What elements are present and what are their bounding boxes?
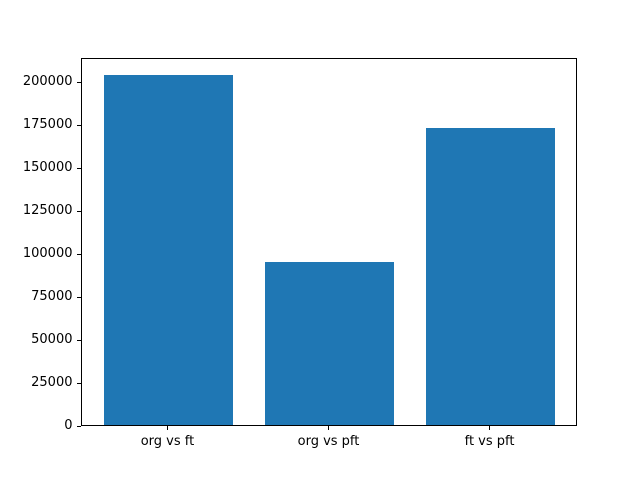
y-axis-tick-mark — [76, 81, 81, 83]
y-axis-tick-mark — [76, 167, 81, 169]
y-axis-tick-label: 175000 — [22, 117, 73, 133]
x-axis-tick-mark — [166, 426, 168, 430]
x-axis-tick-label: org vs pft — [297, 434, 360, 449]
plot-area — [80, 58, 577, 426]
y-axis-tick-label: 75000 — [31, 289, 73, 305]
y-axis-tick-label: 50000 — [31, 332, 73, 348]
x-axis-tick-label: ft vs pft — [464, 434, 515, 449]
y-axis-tick-mark — [76, 296, 81, 298]
y-axis-tick-label: 0 — [64, 418, 73, 433]
y-axis-tick-mark — [76, 382, 81, 384]
y-axis-tick-label: 200000 — [22, 74, 73, 90]
bar-ft-vs-pft — [426, 127, 555, 425]
y-axis-tick-label: 25000 — [31, 375, 73, 391]
bar-org-vs-pft — [265, 261, 394, 425]
y-axis-tick-mark — [76, 210, 81, 212]
y-axis-tick-mark — [76, 339, 81, 341]
x-axis-tick-mark — [328, 426, 329, 430]
x-axis-tick-mark — [489, 426, 491, 430]
y-axis-tick-label: 100000 — [22, 246, 73, 262]
y-axis-tick-mark — [76, 253, 81, 255]
y-axis-tick-mark — [76, 124, 81, 126]
bar-org-vs-ft — [104, 74, 233, 425]
y-axis-tick-label: 150000 — [22, 160, 73, 176]
y-axis-tick-mark — [76, 425, 81, 427]
x-axis-tick-label: org vs ft — [140, 434, 195, 449]
y-axis-tick-label: 125000 — [22, 203, 73, 219]
